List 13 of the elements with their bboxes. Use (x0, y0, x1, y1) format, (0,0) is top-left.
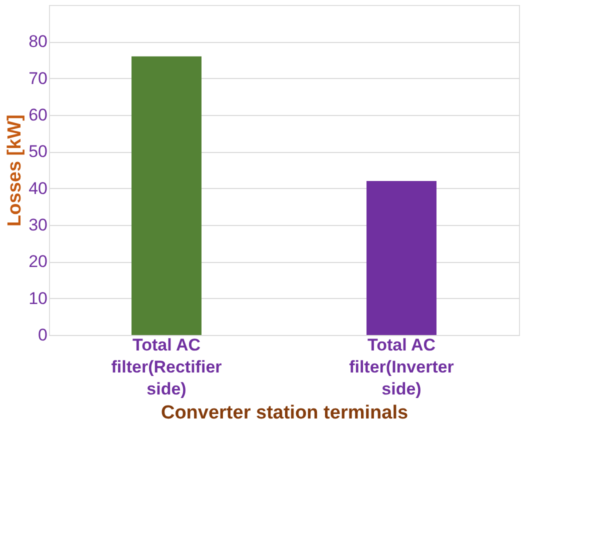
y-tick-label: 50 (28, 142, 48, 162)
y-tick-label: 0 (38, 326, 48, 344)
y-axis-title: Losses [kW] (4, 114, 26, 226)
y-tick-label: 60 (28, 106, 48, 124)
y-tick-label: 80 (28, 32, 48, 52)
y-tick-label: 30 (28, 216, 48, 234)
x-tick-label: Total AC filter(Rectifier side) (111, 336, 222, 398)
y-tick-label: 10 (28, 288, 48, 308)
x-axis-title: Converter station terminals (160, 402, 408, 424)
y-tick-label: 40 (28, 178, 48, 198)
y-tick-label: 20 (28, 252, 48, 272)
x-tick-label: Total AC filter(Inverter side) (349, 336, 454, 398)
y-tick-label: 70 (28, 68, 48, 88)
